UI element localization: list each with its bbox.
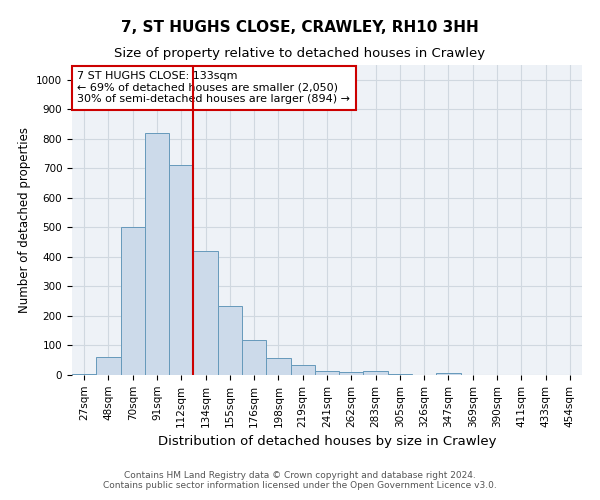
Y-axis label: Number of detached properties: Number of detached properties [17, 127, 31, 313]
Bar [266, 358, 290, 375]
Text: 7, ST HUGHS CLOSE, CRAWLEY, RH10 3HH: 7, ST HUGHS CLOSE, CRAWLEY, RH10 3HH [121, 20, 479, 35]
Bar [436, 372, 461, 375]
Bar [290, 364, 315, 375]
Bar [145, 133, 169, 375]
Bar [72, 374, 96, 375]
Bar [121, 228, 145, 375]
Bar [193, 251, 218, 375]
Bar [388, 374, 412, 375]
Bar [218, 306, 242, 375]
Bar [169, 166, 193, 375]
Bar [96, 358, 121, 375]
Bar [315, 371, 339, 375]
Text: 7 ST HUGHS CLOSE: 133sqm
← 69% of detached houses are smaller (2,050)
30% of sem: 7 ST HUGHS CLOSE: 133sqm ← 69% of detach… [77, 71, 350, 104]
Bar [339, 372, 364, 375]
Text: Size of property relative to detached houses in Crawley: Size of property relative to detached ho… [115, 48, 485, 60]
Text: Contains HM Land Registry data © Crown copyright and database right 2024.
Contai: Contains HM Land Registry data © Crown c… [103, 470, 497, 490]
X-axis label: Distribution of detached houses by size in Crawley: Distribution of detached houses by size … [158, 435, 496, 448]
Bar [242, 340, 266, 375]
Bar [364, 372, 388, 375]
